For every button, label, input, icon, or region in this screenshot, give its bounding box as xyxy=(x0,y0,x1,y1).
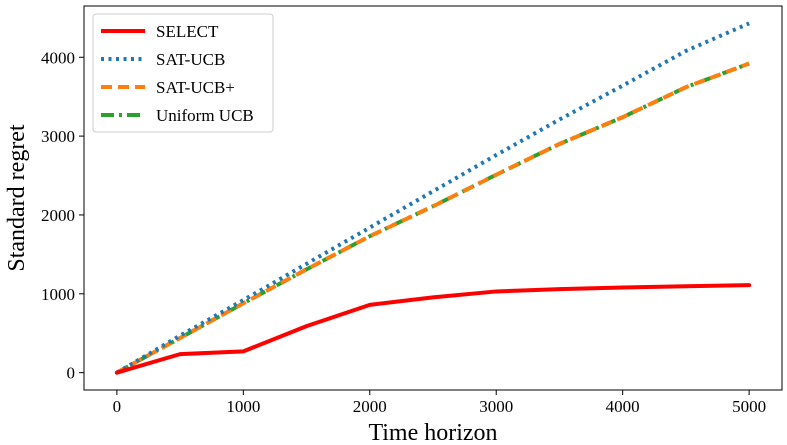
y-tick-label: 2000 xyxy=(41,206,75,225)
x-tick-label: 0 xyxy=(113,397,122,416)
x-tick-label: 5000 xyxy=(732,397,766,416)
plot-frame xyxy=(83,5,783,391)
series-line-select xyxy=(114,283,752,375)
legend: SELECT SAT-UCB SAT-UCB+ Uniform UCB xyxy=(92,13,274,133)
legend-label: Uniform UCB xyxy=(156,106,254,125)
y-tick-label: 4000 xyxy=(41,48,75,67)
x-tick-label: 4000 xyxy=(606,397,640,416)
x-tick-label: 3000 xyxy=(479,397,513,416)
x-axis-label: Time horizon xyxy=(368,420,497,445)
series-line-sat-ucb xyxy=(115,21,750,375)
y-tick-label: 3000 xyxy=(41,127,75,146)
legend-label: SAT-UCB+ xyxy=(156,78,235,97)
legend-box xyxy=(92,13,274,133)
ticks-layer: 0 1000 2000 3000 4000 5000 0 1000 2000 3000 4000 xyxy=(41,48,766,416)
x-tick-label: 1000 xyxy=(226,397,260,416)
legend-label: SELECT xyxy=(156,22,219,41)
series-line-sat-ucb- xyxy=(115,61,750,375)
y-tick-label: 0 xyxy=(67,364,76,383)
legend-label: SAT-UCB xyxy=(156,50,225,69)
series-layer xyxy=(114,21,752,375)
x-tick-label: 2000 xyxy=(353,397,387,416)
y-axis-label: Standard regret xyxy=(4,124,30,272)
y-tick-label: 1000 xyxy=(41,285,75,304)
